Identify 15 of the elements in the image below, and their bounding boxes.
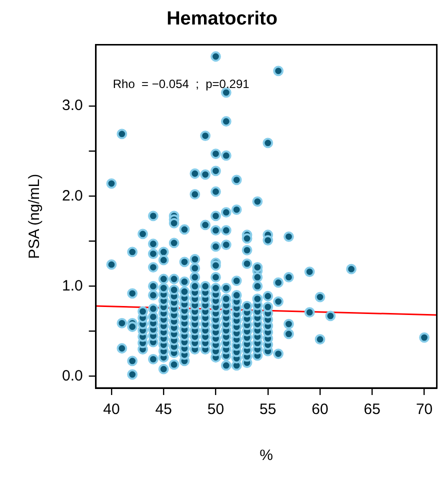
x-tick-label: 60	[312, 401, 328, 418]
x-tick-label: 50	[207, 401, 224, 418]
annotation: Rho = −0.054 ; p=0.291	[112, 77, 250, 92]
y-tick-label: 2.0	[62, 187, 83, 204]
y-tick-label: 0.0	[62, 367, 83, 384]
chart-title: Hematocrito	[166, 8, 278, 30]
y-tick-label: 3.0	[62, 97, 83, 114]
y-axis-title: PSA (ng/mL)	[26, 174, 44, 259]
x-tick-label: 45	[155, 401, 172, 418]
x-tick-label: 65	[364, 401, 380, 418]
x-tick-label: 70	[416, 401, 433, 418]
x-tick-label: 40	[103, 401, 120, 418]
x-tick-label: 55	[260, 401, 276, 418]
x-axis-title: %	[260, 447, 273, 464]
y-tick-label: 1.0	[62, 277, 83, 294]
